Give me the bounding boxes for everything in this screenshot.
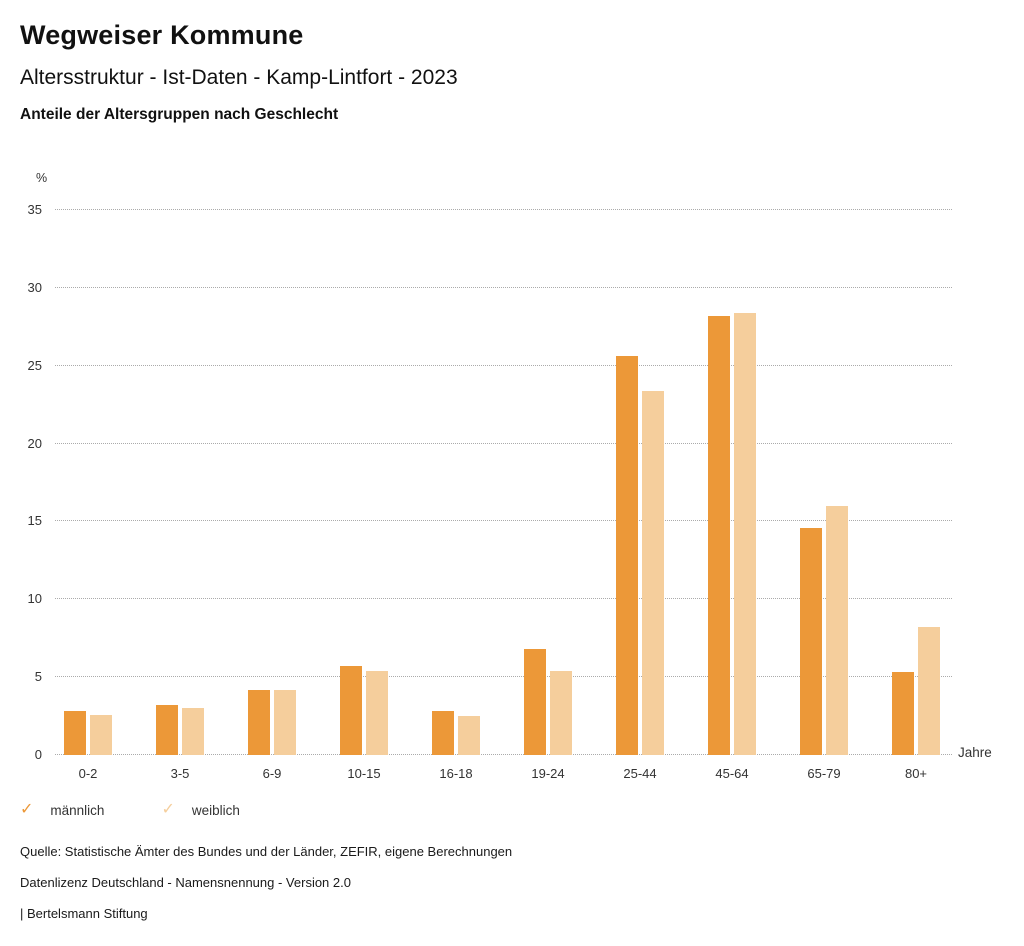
bar-groups: 0-2 3-5 6-9 10-15 16-18 19-24 25-44 45-64 65-79 8… [42,210,962,781]
gridline [55,520,952,522]
gridline [55,364,952,366]
bar-weiblich-10-15 [366,670,388,755]
bar-group-6-9: 6-9 [226,210,318,781]
bar-weiblich-16-18 [458,716,480,755]
x-tick-label: 25-44 [623,766,657,781]
y-tick-label: 20 [27,435,42,451]
x-tick-label: 80+ [904,766,928,781]
bar-group-25-44: 25-44 [594,210,686,781]
y-tick-label: 25 [27,357,42,373]
bar-weiblich-19-24 [550,670,572,755]
chart-area: 0 5 10 15 20 25 30 35 0-2 3-5 6-9 10-15 16-18 19-24 2… [0,202,1024,781]
gridline [55,286,952,288]
chart-caption: Anteile der Altersgruppen nach Geschlech… [20,106,339,123]
y-tick-label: 30 [27,279,42,295]
check-icon: ✓ [161,801,175,818]
bar-group-16-18: 16-18 [410,210,502,781]
bar-weiblich-65-79 [826,505,848,755]
page-title: Wegweiser Kommune [20,20,304,50]
y-axis-unit-label: % [36,171,48,185]
bar-männlich-19-24 [524,649,546,755]
bar-weiblich-45-64 [734,312,756,755]
bar-weiblich-80+ [918,627,940,755]
bar-männlich-45-64 [708,315,730,755]
gridline [55,676,952,678]
bar-group-80+: 80+ [870,210,962,781]
attribution-note: | Bertelsmann Stiftung [20,906,148,921]
y-tick-label: 5 [34,669,42,685]
bar-männlich-16-18 [432,711,454,755]
bar-männlich-25-44 [616,356,638,755]
legend-item-männlich[interactable]: ✓ männlich [20,802,104,818]
legend: ✓ männlich ✓ weiblich [20,802,240,818]
x-tick-label: 19-24 [531,766,565,781]
source-note: Quelle: Statistische Ämter des Bundes un… [20,844,513,859]
legend-label: weiblich [191,802,240,818]
bar-männlich-10-15 [340,666,362,755]
legend-item-weiblich[interactable]: ✓ weiblich [161,802,239,818]
bar-männlich-0-2 [64,711,86,755]
gridlines [55,209,952,755]
bar-männlich-65-79 [800,527,822,755]
bar-group-65-79: 65-79 [778,210,870,781]
y-tick-label: 10 [27,591,42,607]
y-tick-label: 0 [34,747,42,762]
x-axis-unit-label: Jahre [958,745,992,760]
legend-label: männlich [50,802,105,818]
x-tick-label: 45-64 [715,766,749,781]
y-axis-labels: 0 5 10 15 20 25 30 35 [0,202,42,762]
gridline [55,442,952,444]
license-note: Datenlizenz Deutschland - Namensnennung … [20,875,351,890]
gridline [55,209,952,210]
bar-weiblich-0-2 [90,714,112,755]
bar-männlich-80+ [892,672,914,755]
bar-group-0-2: 0-2 [42,210,134,781]
bar-weiblich-25-44 [642,390,664,755]
x-tick-label: 6-9 [262,766,282,781]
x-tick-label: 0-2 [78,766,98,781]
bar-männlich-6-9 [248,689,270,755]
y-tick-label: 35 [27,202,42,217]
bar-group-10-15: 10-15 [318,210,410,781]
chart-subtitle: Altersstruktur - Ist-Daten - Kamp-Lintfo… [20,66,458,89]
x-tick-label: 16-18 [439,766,473,781]
x-tick-label: 3-5 [170,766,190,781]
gridline [55,754,952,755]
bar-weiblich-3-5 [182,708,204,755]
bar-männlich-3-5 [156,705,178,755]
x-tick-label: 10-15 [347,766,381,781]
bar-group-45-64: 45-64 [686,210,778,781]
x-tick-label: 65-79 [807,766,841,781]
gridline [55,598,952,600]
check-icon: ✓ [20,801,34,818]
y-tick-label: 15 [27,513,42,529]
bar-group-3-5: 3-5 [134,210,226,781]
bar-group-19-24: 19-24 [502,210,594,781]
bar-weiblich-6-9 [274,689,296,755]
